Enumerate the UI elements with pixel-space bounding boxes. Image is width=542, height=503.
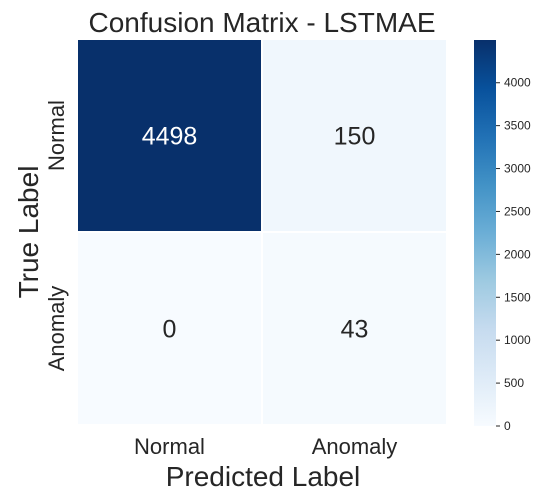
x-tick-normal: Normal: [134, 434, 205, 459]
cell-normal-normal: [78, 40, 261, 231]
colorbar: [474, 40, 496, 426]
cell-anomaly-anomaly-value: 43: [341, 316, 369, 344]
colorbar-tick-label: 3500: [504, 119, 531, 133]
y-axis-label: True Label: [13, 166, 44, 299]
cell-anomaly-normal-value: 0: [163, 316, 177, 344]
y-tick-normal: Normal: [44, 100, 69, 171]
cell-normal-normal-value: 4498: [142, 123, 198, 151]
x-axis-label: Predicted Label: [166, 461, 361, 492]
cell-normal-anomaly: [263, 40, 446, 231]
colorbar-tick-label: 1000: [504, 333, 531, 347]
chart-title: Confusion Matrix - LSTMAE: [89, 7, 436, 38]
colorbar-tick-label: 2500: [504, 204, 531, 218]
colorbar-tick-label: 0: [504, 419, 511, 433]
cell-normal-anomaly-value: 150: [334, 123, 376, 151]
colorbar-tick-label: 3000: [504, 162, 531, 176]
cell-anomaly-anomaly: [263, 233, 446, 424]
colorbar-tick-label: 1500: [504, 290, 531, 304]
colorbar-tick-label: 2000: [504, 247, 531, 261]
y-tick-anomaly: Anomaly: [44, 286, 69, 372]
colorbar-tick-label: 4000: [504, 76, 531, 90]
colorbar-tick-label: 500: [504, 376, 524, 390]
cell-anomaly-normal: [78, 233, 261, 424]
x-tick-anomaly: Anomaly: [312, 434, 398, 459]
